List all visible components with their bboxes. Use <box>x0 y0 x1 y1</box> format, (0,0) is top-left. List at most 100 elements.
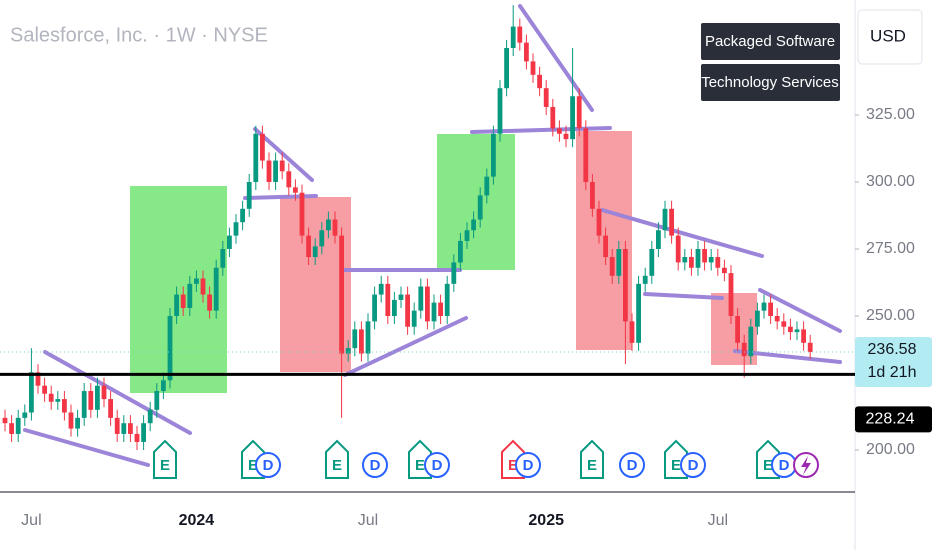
candle-body <box>801 329 806 343</box>
candle-body <box>114 417 120 434</box>
candle-body <box>147 409 153 424</box>
candle-body <box>636 283 641 343</box>
candle-body <box>722 267 727 274</box>
event-label: D <box>370 457 381 474</box>
tag: Technology Services <box>701 74 839 91</box>
split-bolt <box>801 456 811 475</box>
dividend-icon[interactable] <box>619 452 645 478</box>
candle-body <box>352 329 358 349</box>
candle-body <box>121 423 127 434</box>
trendline <box>243 194 318 200</box>
x-tick-label: Jul <box>708 512 728 529</box>
candle-body <box>141 423 146 442</box>
countdown: 1d 21h <box>868 364 917 381</box>
trendline <box>23 428 150 467</box>
tag-box <box>701 23 840 60</box>
candle-body <box>550 106 556 129</box>
candle-body <box>180 294 186 308</box>
candle-body <box>755 310 760 327</box>
candle-body <box>629 321 635 343</box>
candle-body <box>517 26 523 43</box>
candle-body <box>167 316 173 381</box>
candle-body <box>2 417 8 424</box>
candle-body <box>15 417 21 434</box>
candle-body <box>9 423 14 434</box>
candle-body <box>108 399 113 418</box>
candle-body <box>326 219 331 231</box>
last-price-label: 236.58 <box>868 341 917 358</box>
candle-body <box>788 326 793 333</box>
event-label: D <box>523 457 534 474</box>
candle-body <box>154 391 160 410</box>
candle-body <box>768 302 773 317</box>
trendline <box>758 288 842 333</box>
candle-body <box>22 412 28 418</box>
zone-box <box>130 186 227 393</box>
candle-body <box>477 195 483 220</box>
last-price-label-bg <box>855 336 932 387</box>
candle-body <box>590 182 595 209</box>
event-label: E <box>332 457 342 474</box>
candle-body <box>398 294 404 300</box>
dividend-icon[interactable] <box>680 452 706 478</box>
candle-body <box>774 316 780 322</box>
trendline <box>343 316 468 377</box>
candle-body <box>748 326 754 357</box>
candle-body <box>781 321 787 327</box>
candle-body <box>735 316 740 343</box>
event-label: D <box>263 457 274 474</box>
x-tick-label: 2025 <box>528 512 564 529</box>
candles <box>2 5 813 451</box>
candle-body <box>213 267 219 311</box>
candle-body <box>431 302 437 322</box>
dividend-icon[interactable] <box>255 452 281 478</box>
tag: Packaged Software <box>705 33 835 50</box>
dividend-icon[interactable] <box>424 452 450 478</box>
y-tick-label: 325.00 <box>866 106 915 123</box>
candle-body <box>669 208 674 236</box>
candle-body <box>35 372 41 386</box>
candle-body <box>662 208 668 231</box>
candle-body <box>616 249 622 276</box>
candle-body <box>101 385 107 400</box>
candle-body <box>728 273 734 317</box>
candle-body <box>543 88 549 107</box>
candle-body <box>411 310 417 327</box>
candle-body <box>761 302 767 311</box>
dividend-icon[interactable] <box>362 452 388 478</box>
candle-body <box>405 294 410 327</box>
candle-body <box>444 283 450 317</box>
trendline <box>600 208 764 258</box>
earnings-icon[interactable] <box>580 439 604 479</box>
candle-body <box>649 249 655 276</box>
candle-body <box>510 26 516 48</box>
candle-body <box>623 249 628 322</box>
candle-body <box>656 230 661 250</box>
currency-button[interactable] <box>857 9 923 65</box>
candle-body <box>220 249 226 268</box>
candle-body <box>603 235 608 258</box>
candle-body <box>134 433 140 442</box>
candle-body <box>392 299 397 317</box>
candle-body <box>385 283 391 317</box>
candle-body <box>293 187 298 193</box>
event-label: E <box>415 457 425 474</box>
candle-body <box>807 342 813 352</box>
candle-body <box>161 380 166 392</box>
dividend-icon[interactable] <box>515 452 541 478</box>
level-label: 228.24 <box>866 411 915 428</box>
earnings-icon[interactable] <box>153 439 177 479</box>
event-label: D <box>432 457 443 474</box>
candle-body <box>48 393 54 402</box>
candle-body <box>504 47 509 89</box>
candle-body <box>689 257 694 268</box>
candle-body <box>75 417 80 429</box>
candle-body <box>583 128 589 183</box>
candle-body <box>345 348 351 354</box>
candle-body <box>609 257 615 276</box>
candle-body <box>451 262 457 284</box>
candle-body <box>246 182 252 209</box>
currency: USD <box>870 26 906 45</box>
candle-body <box>95 385 100 410</box>
earnings-icon[interactable] <box>325 439 349 479</box>
